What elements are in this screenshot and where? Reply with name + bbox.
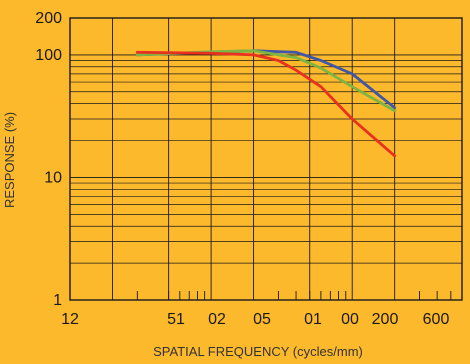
x-tick-label: 05 — [253, 311, 271, 328]
x-tick-label: 200 — [372, 311, 399, 328]
x-tick-label: 00 — [341, 311, 359, 328]
series-lines — [135, 49, 397, 158]
x-tick-label: 51 — [167, 311, 185, 328]
y-tick-label: 1 — [53, 292, 62, 309]
x-tick-label: 02 — [208, 311, 226, 328]
y-tick-label: 10 — [44, 169, 62, 186]
x-axis-title: SPATIAL FREQUENCY (cycles/mm) — [153, 344, 363, 359]
x-tick-label: 12 — [61, 311, 79, 328]
tick-labels: 200 100 10 1 12 51 02 05 01 00 200 600 — [35, 10, 449, 328]
series-line-2 — [135, 49, 397, 113]
y-axis-title: RESPONSE (%) — [2, 112, 17, 208]
series-line-3 — [135, 50, 397, 158]
grid — [69, 17, 463, 301]
y-tick-label: 200 — [35, 10, 62, 27]
y-tick-label: 100 — [35, 47, 62, 64]
x-tick-label: 600 — [423, 311, 450, 328]
x-tick-label: 01 — [304, 311, 322, 328]
series-line-1 — [135, 49, 397, 110]
